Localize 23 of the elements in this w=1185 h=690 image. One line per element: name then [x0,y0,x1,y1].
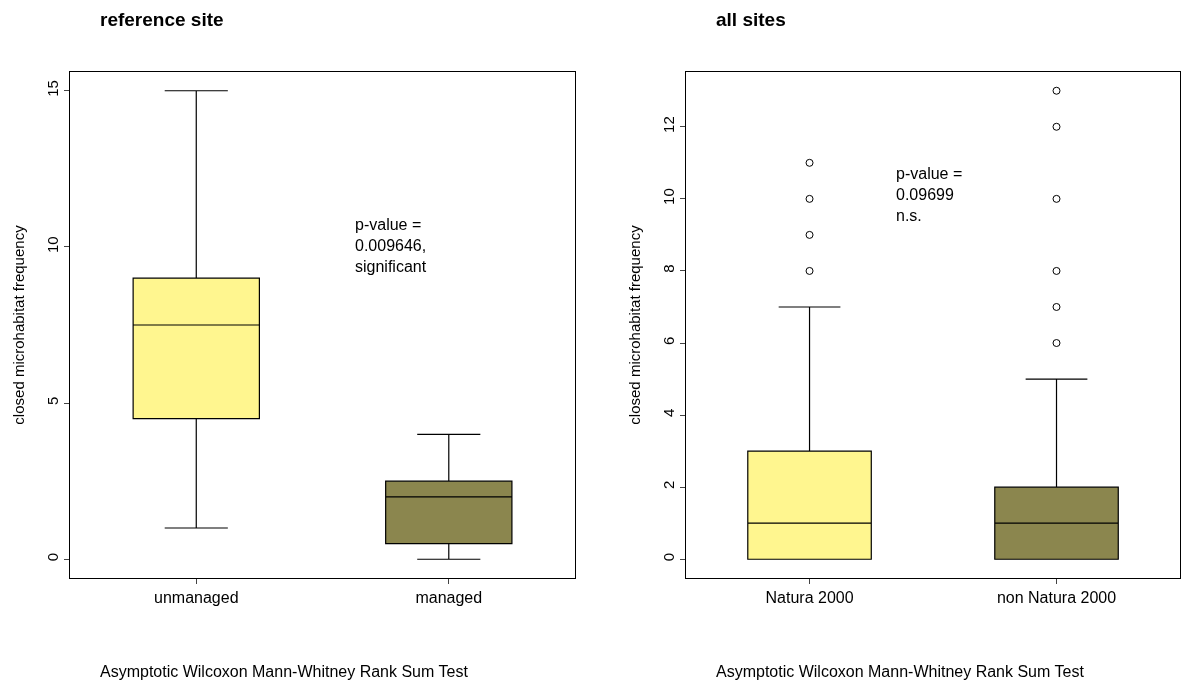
y-tick-label: 15 [44,80,61,97]
y-tick-label: 10 [44,236,61,253]
x-tick-label: Natura 2000 [765,589,854,607]
x-tick-label: non Natura 2000 [996,589,1117,607]
y-tick-label: 10 [660,188,678,205]
text: Asymptotic Wilcoxon Mann-Whitney Rank Sum Test [100,663,469,680]
y-tick-label: 12 [660,116,678,133]
annotation: p-value = 0.09699 n.s. [896,165,963,224]
x-tick-label: unmanaged [154,589,239,607]
y-tick-label: 5 [44,396,61,406]
chart-title: reference site [100,9,224,30]
y-tick-label: 8 [660,264,678,273]
y-tick-label: 0 [660,552,678,562]
y-tick-label: 0 [44,552,61,562]
x-tick-label: managed [415,589,483,607]
text: Asymptotic Wilcoxon Mann-Whitney Rank Sum Test [716,663,1085,680]
y-tick-label: 2 [660,480,678,490]
annotation: p-value = 0.009646, significant [355,216,427,275]
y-tick-label: 4 [660,408,678,418]
y-axis-title: closed microhabitat frequency [626,224,644,425]
y-tick-label: 6 [660,336,678,345]
y-axis-title: closed microhabitat frequency [10,224,28,425]
chart-title: all sites [716,9,786,30]
